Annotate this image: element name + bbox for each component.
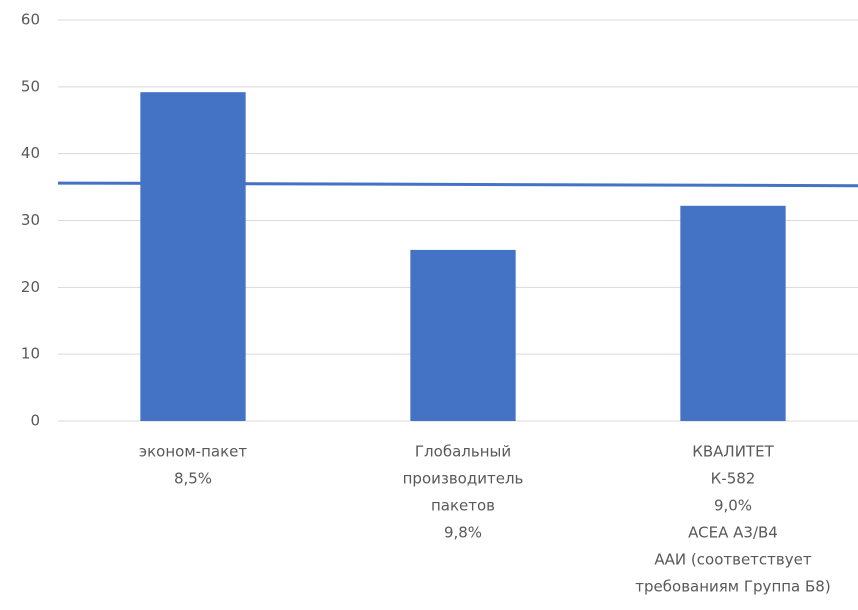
x-tick-label: Глобальный (415, 443, 511, 461)
x-tick-label: 9,0% (714, 497, 752, 515)
y-tick-label: 60 (21, 11, 40, 29)
x-tick-label: ААИ (соответствует (654, 551, 811, 569)
trend-line (57, 181, 858, 188)
x-tick-label: К-582 (711, 470, 756, 488)
y-tick-label: 50 (21, 77, 40, 95)
y-tick-label: 30 (21, 211, 40, 229)
x-tick-label: пакетов (431, 497, 495, 515)
x-tick-label: эконом-пакет (139, 443, 247, 461)
x-tick-label: производитель (403, 470, 524, 488)
y-tick-label: 20 (21, 278, 40, 296)
x-tick-label: 8,5% (174, 470, 212, 488)
x-tick-label: КВАЛИТЕТ (692, 443, 774, 461)
x-tick-label: требованиям Группа Б8) (635, 578, 830, 596)
bar (680, 205, 786, 421)
y-tick-label: 10 (21, 345, 40, 363)
x-tick-label: 9,8% (444, 524, 482, 542)
y-tick-label: 40 (21, 144, 40, 162)
bar (410, 249, 516, 421)
y-tick-label: 0 (30, 412, 40, 430)
bar (140, 92, 246, 422)
x-tick-label: ACEA A3/B4 (688, 524, 778, 542)
